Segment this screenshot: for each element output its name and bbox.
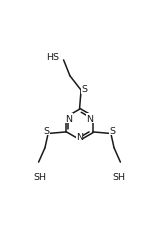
Text: S: S — [81, 85, 87, 94]
Text: HS: HS — [46, 53, 59, 62]
Text: SH: SH — [112, 172, 125, 181]
Text: S: S — [44, 126, 50, 135]
Text: N: N — [87, 114, 94, 123]
Text: N: N — [76, 133, 83, 142]
Text: S: S — [109, 126, 115, 135]
Text: N: N — [65, 114, 72, 123]
Text: SH: SH — [34, 172, 47, 181]
